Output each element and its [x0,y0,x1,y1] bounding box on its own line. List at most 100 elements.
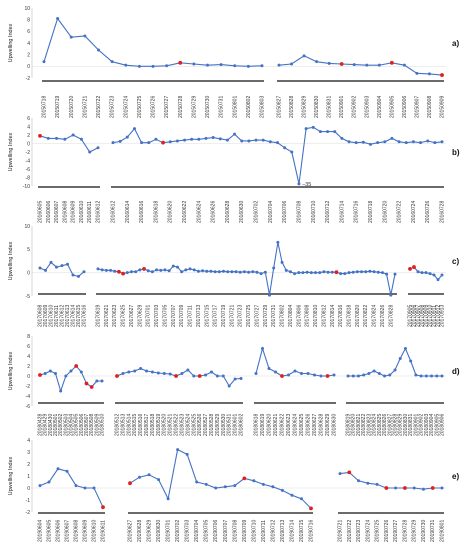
data-point [385,272,389,276]
x-tick-label: 20180823 [366,414,372,436]
x-tick-label: 20190607 [65,520,71,542]
x-tick-label: 20170703 [154,305,160,327]
x-tick-label: 20150801 [232,96,238,118]
data-point [56,467,60,471]
data-point [435,374,439,378]
data-point [280,488,284,492]
x-tick-label: 20170812 [321,305,327,327]
data-point [306,372,310,375]
data-point [145,369,149,373]
x-tick-label: 20170616 [82,305,88,327]
x-tick-label: 20160607 [54,201,60,223]
x-tick-label: 20160718 [368,201,374,223]
x-tick-label: 20160614 [125,201,131,223]
y-tick-label: 2 [27,133,30,139]
data-point [168,140,172,144]
x-tick-label: 20170911 [432,305,438,327]
data-point [190,137,194,141]
x-tick-label: 20170910 [428,305,434,327]
x-tick-label: 20160608 [62,201,68,223]
data-point [347,271,351,275]
x-tick-label: 20170802 [280,305,286,327]
data-point [366,481,370,485]
data-point [88,150,92,154]
x-tick-label: 20190729 [412,520,418,542]
x-tick-label: 20150725 [137,96,143,118]
x-tick-label: 20170912 [436,305,442,327]
data-point [428,272,432,276]
data-point [134,270,138,274]
data-point [280,374,284,378]
data-point [255,270,259,274]
x-tick-label: 20160704 [268,201,274,223]
data-point [318,271,322,275]
x-tick-label: 20170717 [213,305,219,327]
data-point [380,271,384,275]
x-tick-label: 20180512 [115,414,121,436]
data-point [440,273,444,277]
data-point [326,270,330,274]
y-tick-label: 10 [24,6,30,12]
y-axis-label: Upwelling Index [8,241,14,280]
x-tick-label: 20180519 [156,414,162,436]
data-point [318,130,322,134]
data-point [394,486,398,490]
data-point [276,141,279,145]
x-tick-label: 20180824 [372,414,378,436]
data-point [89,385,94,389]
x-tick-label: 20180501 [53,414,59,436]
data-point [440,486,444,490]
data-point [263,270,267,274]
data-point [140,141,144,145]
x-tick-label: 20150721 [82,96,88,118]
data-point [43,372,47,375]
x-tick-label: 20150728 [178,96,184,118]
data-point [101,505,105,510]
data-point [154,137,158,141]
data-point [113,269,117,273]
data-point [175,139,179,143]
y-tick-label: -2 [26,510,31,516]
x-tick-label: 20180627 [312,414,318,436]
data-point [421,487,425,491]
x-tick-label: 20180906 [440,414,446,436]
data-point [180,372,184,375]
data-point [146,269,150,273]
x-tick-label: 20190628 [137,520,143,542]
data-point [95,379,99,383]
x-tick-label: 20170906 [412,305,418,327]
x-tick-label: 20180619 [260,414,266,436]
y-tick-label: 5 [27,247,30,253]
x-tick-label: 20160605 [38,201,44,223]
y-tick-label: 4 [27,438,30,444]
x-tick-label: 20160620 [168,201,174,223]
data-point [96,146,100,150]
data-point [74,484,78,488]
data-point [246,64,250,68]
data-point [440,140,444,144]
data-point [83,486,87,490]
x-tick-label: 20170727 [254,305,260,327]
data-point [319,374,323,378]
data-point [233,132,237,136]
x-tick-label: 20170814 [330,305,336,327]
x-tick-label: 20190722 [347,520,353,542]
data-point [121,271,125,276]
x-tick-label: 20190712 [270,520,276,542]
data-point [252,479,256,483]
data-point [376,270,380,274]
data-point [132,127,136,131]
x-tick-label: 20160622 [182,201,188,223]
x-tick-label: 20150730 [205,96,211,118]
data-point [115,374,119,378]
data-point [74,364,79,368]
data-point [354,141,358,145]
data-point [162,372,166,375]
data-point [48,369,52,373]
data-point [79,137,83,141]
x-tick-label: 20150828 [289,96,295,118]
x-tick-label: 20150827 [277,96,283,118]
data-point [38,266,42,270]
x-tick-label: 20160722 [397,201,403,223]
data-point [314,271,318,275]
